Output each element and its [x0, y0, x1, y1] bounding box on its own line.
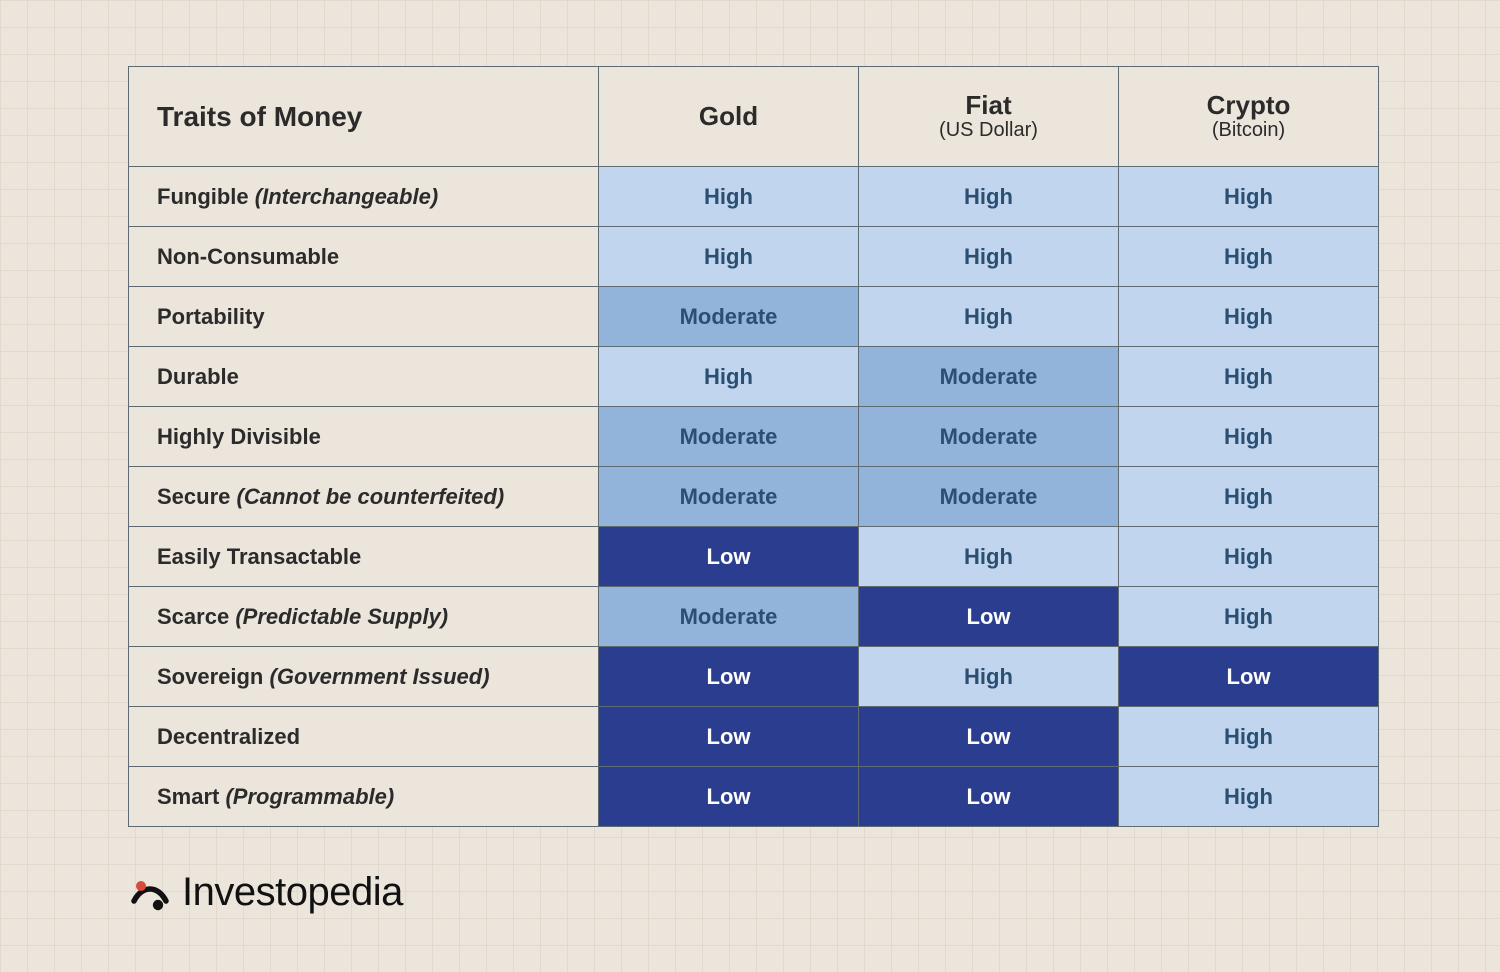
table-title: Traits of Money: [129, 67, 599, 167]
trait-label: Non-Consumable: [157, 244, 339, 269]
value-cell: High: [1119, 467, 1379, 527]
investopedia-logo-icon: [128, 871, 172, 915]
value-cell: Low: [599, 647, 859, 707]
investopedia-logo-text: Investopedia: [182, 870, 403, 915]
traits-of-money-table: Traits of Money Gold Fiat (US Dollar) Cr…: [128, 66, 1378, 827]
col-header-label: Gold: [599, 102, 858, 131]
trait-label-cell: Sovereign (Government Issued): [129, 647, 599, 707]
table-row: Durable HighModerateHigh: [129, 347, 1379, 407]
trait-label-cell: Portability: [129, 287, 599, 347]
trait-label: Sovereign: [157, 664, 263, 689]
value-cell: High: [1119, 167, 1379, 227]
trait-label: Scarce: [157, 604, 229, 629]
trait-label: Portability: [157, 304, 265, 329]
value-cell: High: [859, 167, 1119, 227]
trait-label: Fungible: [157, 184, 249, 209]
value-cell: High: [859, 647, 1119, 707]
trait-label: Durable: [157, 364, 239, 389]
value-cell: High: [1119, 767, 1379, 827]
value-cell: Low: [599, 707, 859, 767]
value-cell: High: [1119, 227, 1379, 287]
trait-label: Easily Transactable: [157, 544, 361, 569]
investopedia-logo: Investopedia: [128, 870, 403, 915]
value-cell: Low: [859, 587, 1119, 647]
value-cell: Low: [599, 527, 859, 587]
value-cell: High: [599, 347, 859, 407]
col-header-fiat: Fiat (US Dollar): [859, 67, 1119, 167]
table-header-row: Traits of Money Gold Fiat (US Dollar) Cr…: [129, 67, 1379, 167]
trait-label-cell: Secure (Cannot be counterfeited): [129, 467, 599, 527]
table-row: Highly DivisibleModerateModerateHigh: [129, 407, 1379, 467]
value-cell: High: [599, 167, 859, 227]
col-header-label: Crypto: [1119, 91, 1378, 120]
value-cell: Low: [1119, 647, 1379, 707]
value-cell: Low: [599, 767, 859, 827]
value-cell: Moderate: [859, 347, 1119, 407]
value-cell: High: [1119, 347, 1379, 407]
table-row: Non-ConsumableHighHighHigh: [129, 227, 1379, 287]
table-row: PortabilityModerateHighHigh: [129, 287, 1379, 347]
table-row: Scarce (Predictable Supply)ModerateLowHi…: [129, 587, 1379, 647]
col-header-gold: Gold: [599, 67, 859, 167]
comparison-table: Traits of Money Gold Fiat (US Dollar) Cr…: [128, 66, 1379, 827]
col-header-sublabel: (Bitcoin): [1119, 119, 1378, 142]
trait-label-cell: Scarce (Predictable Supply): [129, 587, 599, 647]
value-cell: High: [1119, 287, 1379, 347]
trait-note: (Cannot be counterfeited): [237, 484, 505, 509]
trait-note: (Programmable): [225, 784, 394, 809]
table-row: Easily TransactableLowHighHigh: [129, 527, 1379, 587]
table-row: Fungible (Interchangeable)HighHighHigh: [129, 167, 1379, 227]
trait-label-cell: Smart (Programmable): [129, 767, 599, 827]
value-cell: Moderate: [599, 587, 859, 647]
value-cell: High: [1119, 407, 1379, 467]
value-cell: Moderate: [599, 287, 859, 347]
value-cell: High: [599, 227, 859, 287]
table-row: Secure (Cannot be counterfeited)Moderate…: [129, 467, 1379, 527]
trait-label: Highly Divisible: [157, 424, 321, 449]
value-cell: High: [859, 227, 1119, 287]
value-cell: High: [1119, 587, 1379, 647]
trait-note: (Interchangeable): [255, 184, 438, 209]
col-header-crypto: Crypto (Bitcoin): [1119, 67, 1379, 167]
value-cell: Low: [859, 707, 1119, 767]
trait-label: Secure: [157, 484, 230, 509]
trait-label-cell: Easily Transactable: [129, 527, 599, 587]
value-cell: High: [1119, 707, 1379, 767]
col-header-sublabel: (US Dollar): [859, 119, 1118, 142]
value-cell: Moderate: [859, 467, 1119, 527]
value-cell: Moderate: [859, 407, 1119, 467]
col-header-label: Fiat: [859, 91, 1118, 120]
trait-note: (Predictable Supply): [235, 604, 448, 629]
trait-label-cell: Durable: [129, 347, 599, 407]
table-row: DecentralizedLowLowHigh: [129, 707, 1379, 767]
table-row: Smart (Programmable)LowLowHigh: [129, 767, 1379, 827]
value-cell: High: [859, 527, 1119, 587]
value-cell: High: [859, 287, 1119, 347]
trait-label-cell: Highly Divisible: [129, 407, 599, 467]
trait-note: (Government Issued): [270, 664, 490, 689]
trait-label: Decentralized: [157, 724, 300, 749]
value-cell: Moderate: [599, 467, 859, 527]
value-cell: High: [1119, 527, 1379, 587]
trait-label-cell: Decentralized: [129, 707, 599, 767]
value-cell: Moderate: [599, 407, 859, 467]
trait-label-cell: Fungible (Interchangeable): [129, 167, 599, 227]
trait-label-cell: Non-Consumable: [129, 227, 599, 287]
value-cell: Low: [859, 767, 1119, 827]
table-row: Sovereign (Government Issued)LowHighLow: [129, 647, 1379, 707]
trait-label: Smart: [157, 784, 219, 809]
